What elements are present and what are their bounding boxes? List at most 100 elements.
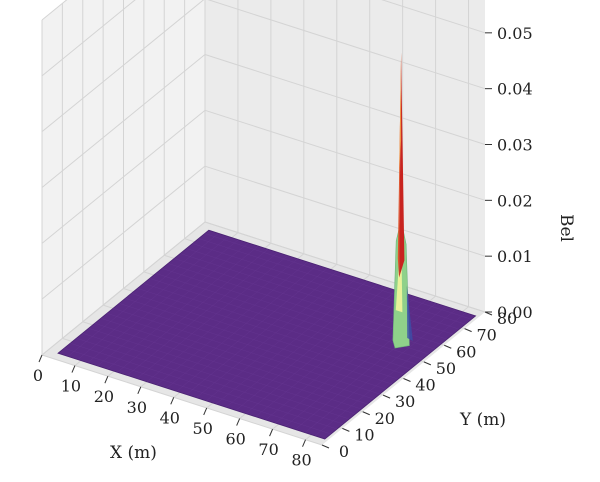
y-tick-mark <box>321 444 330 449</box>
x-tick-mark <box>71 365 76 373</box>
surface-mesh-line <box>107 245 259 370</box>
y-tick-label: 50 <box>436 359 456 378</box>
surface-mesh-line <box>156 261 308 386</box>
z-tick-label: 0.04 <box>497 80 533 99</box>
surface-mesh-line <box>206 277 358 402</box>
y-tick-label: 70 <box>476 326 496 345</box>
surface-mesh-line <box>167 263 435 350</box>
z-axis-title: Bel <box>556 214 576 242</box>
grid-line <box>41 354 323 446</box>
x-tick-mark <box>302 439 306 447</box>
grid-line <box>204 109 486 201</box>
surface-mesh-line <box>265 296 417 421</box>
surface-mesh-line <box>186 271 338 395</box>
y-tick-label: 10 <box>354 425 374 444</box>
surface-mesh-line <box>314 312 466 436</box>
peak-spike <box>392 52 413 349</box>
x-tick-label: 80 <box>291 451 311 470</box>
x-tick-mark <box>269 428 274 437</box>
surface-mesh-line <box>143 283 411 370</box>
surface-mesh-line <box>166 264 318 389</box>
grid-line <box>41 165 206 300</box>
peak-face-right <box>399 52 405 278</box>
surface-mesh-line <box>198 238 466 325</box>
surface-mesh-line <box>119 303 387 390</box>
grid-line <box>207 0 486 90</box>
surface-mesh-line <box>155 273 423 360</box>
x-tick-mark <box>104 375 109 384</box>
surface-mesh-line <box>245 290 397 414</box>
x-tick-label: 40 <box>160 408 180 427</box>
z-tick-label: 0.02 <box>497 191 533 210</box>
x-tick-label: 20 <box>94 387 114 406</box>
y-tick-mark <box>403 378 411 382</box>
grid-line <box>41 109 206 244</box>
grid-line <box>204 165 486 257</box>
surface-mesh-line <box>94 323 362 410</box>
x-tick-mark <box>203 407 208 416</box>
y-tick-mark <box>362 411 370 416</box>
surface-mesh-line <box>137 288 405 375</box>
surface-mesh-line <box>117 249 269 373</box>
surface-mesh-line <box>295 306 447 430</box>
surface-mesh-line <box>88 328 356 415</box>
surface-mesh-line <box>100 318 368 405</box>
x-tick-label: 10 <box>61 377 81 396</box>
y-tick-mark <box>382 394 391 399</box>
x-tick-label: 70 <box>258 440 278 459</box>
surface-mesh-line <box>106 313 374 400</box>
y-axis-title: Y (m) <box>459 410 506 430</box>
surface-mesh-line <box>82 333 350 420</box>
surface-mesh-line <box>76 337 344 425</box>
surface-mesh-line <box>67 233 219 357</box>
surface-mesh-line <box>127 252 279 376</box>
x-tick-mark <box>137 386 142 394</box>
x-tick-mark <box>236 418 241 426</box>
z-tick-label: 0.05 <box>497 24 533 43</box>
z-tick-label: 0.03 <box>497 136 533 155</box>
y-tick-label: 80 <box>497 309 517 328</box>
surface-mesh-line <box>225 283 377 408</box>
grid-line <box>41 54 206 188</box>
surface-mesh-line <box>87 239 239 363</box>
y-tick-label: 40 <box>415 376 435 395</box>
z-tick-label: 0.00 <box>497 303 533 322</box>
x-tick-label: 50 <box>193 419 213 438</box>
grid-line <box>41 0 136 77</box>
peak-face-mid <box>399 52 402 175</box>
x-tick-label: 30 <box>127 398 147 417</box>
y-tick-mark <box>423 361 432 366</box>
surface-mesh-line <box>255 293 407 417</box>
surface-mesh-line <box>97 242 249 367</box>
surface-mesh-line <box>149 278 417 365</box>
surface-mesh-line <box>146 258 298 382</box>
surface-mesh-line <box>131 293 399 380</box>
x-axis-title: X (m) <box>110 443 157 463</box>
grid-line <box>381 0 486 34</box>
y-tick-mark <box>444 344 452 349</box>
x-tick-label: 60 <box>225 430 245 449</box>
y-tick-label: 0 <box>339 442 349 461</box>
surface-mesh-line <box>161 268 429 355</box>
grid-line <box>41 0 205 133</box>
surface-mesh-line <box>215 280 368 405</box>
y-tick-label: 30 <box>395 392 415 411</box>
surface-plot <box>57 229 477 440</box>
surface-mesh-line <box>235 287 387 411</box>
tick-marks <box>38 32 493 449</box>
y-tick-label: 20 <box>375 409 395 428</box>
surface-mesh-line <box>77 236 229 360</box>
x-tick-mark <box>38 354 43 363</box>
surface-mesh-line <box>204 233 472 320</box>
x-tick-label: 0 <box>33 366 43 385</box>
y-tick-mark <box>464 328 472 333</box>
peak-shadow <box>406 285 413 341</box>
z-tick-label: 0.01 <box>497 247 533 266</box>
surface-mesh-line <box>176 268 328 392</box>
surface-mesh-line <box>112 308 380 395</box>
y-tick-label: 60 <box>456 342 476 361</box>
surface-mesh-line <box>196 274 348 398</box>
